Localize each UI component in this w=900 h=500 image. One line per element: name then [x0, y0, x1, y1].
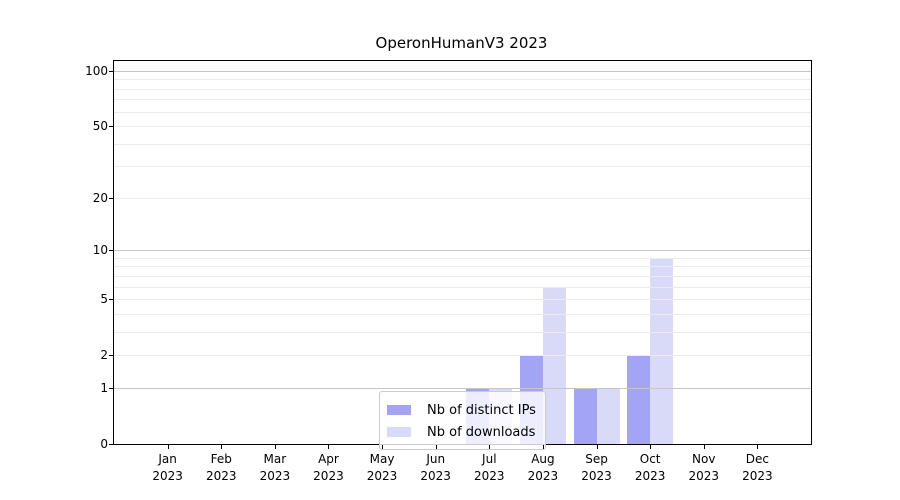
x-tick-label-line: Jan	[158, 452, 177, 466]
x-tick-label-dec-2023: Dec 2023	[727, 451, 787, 485]
x-tick-jun-2023	[435, 445, 437, 449]
y-tick-label-0: 0	[100, 437, 108, 451]
x-tick-may-2023	[382, 445, 384, 449]
gridline-minor-6	[114, 286, 811, 288]
x-tick-label-may-2023: May 2023	[352, 451, 412, 485]
x-tick-label-line: Sep	[585, 452, 608, 466]
x-tick-oct-2023	[650, 445, 652, 449]
x-tick-label-jul-2023: Jul 2023	[459, 451, 519, 485]
x-tick-mar-2023	[274, 445, 276, 449]
y-tick-100	[109, 70, 113, 72]
x-tick-feb-2023	[221, 445, 223, 449]
legend: Nb of distinct IPs Nb of downloads	[379, 391, 546, 450]
y-tick-label-10: 10	[92, 243, 108, 258]
y-tick-label-5: 5	[100, 292, 108, 307]
x-tick-label-line: Mar	[263, 452, 287, 466]
legend-item-nb-of-distinct-ips: Nb of distinct IPs	[387, 399, 537, 421]
x-tick-label-line: 2023	[313, 469, 344, 483]
x-tick-label-line: Dec	[745, 452, 769, 466]
legend-label: Nb of downloads	[427, 424, 536, 440]
legend-label: Nb of distinct IPs	[427, 402, 536, 418]
x-tick-label-nov-2023: Nov 2023	[674, 451, 734, 485]
y-tick-20	[109, 197, 113, 199]
x-tick-label-line: 2023	[420, 469, 451, 483]
gridline-minor-80	[114, 88, 811, 90]
x-tick-label-line: 2023	[366, 469, 398, 483]
gridline-major-100	[114, 70, 811, 72]
y-tick-label-50: 50	[92, 119, 108, 134]
x-tick-label-line: 2023	[688, 469, 720, 483]
x-tick-apr-2023	[328, 445, 330, 449]
bar-nb-of-downloads-sep-2023	[596, 387, 620, 444]
y-tick-0	[109, 444, 113, 445]
y-tick-label-20: 20	[92, 190, 108, 205]
y-tick-label-100: 100	[85, 63, 108, 78]
gridline-minor-2	[114, 355, 811, 357]
gridline-minor-40	[114, 143, 811, 145]
gridline-minor-20	[114, 197, 811, 199]
x-tick-label-line: 2023	[742, 469, 773, 483]
gridline-minor-60	[114, 111, 811, 113]
bar-nb-of-downloads-oct-2023	[650, 257, 674, 444]
x-tick-label-line: 2023	[152, 469, 183, 483]
y-tick-50	[109, 126, 113, 128]
chart-title: OperonHumanV3 2023	[375, 34, 548, 52]
gridline-minor-5	[114, 299, 811, 301]
x-tick-label-aug-2023: Aug 2023	[513, 451, 573, 485]
y-tick-5	[109, 299, 113, 301]
x-tick-aug-2023	[542, 445, 544, 449]
x-tick-label-line: 2023	[474, 469, 505, 483]
x-tick-label-line: Oct	[639, 452, 661, 466]
x-tick-label-line: 2023	[205, 469, 237, 483]
x-tick-label-line: Aug	[531, 452, 555, 466]
x-tick-label-feb-2023: Feb 2023	[191, 451, 251, 485]
x-tick-label-jan-2023: Jan 2023	[138, 451, 198, 485]
bar-nb-of-distinct-ips-sep-2023	[573, 387, 597, 444]
x-tick-label-line: 2023	[634, 469, 666, 483]
x-tick-label-line: Jun	[426, 452, 446, 466]
legend-swatch-nb-of-downloads	[387, 427, 411, 437]
gridline-minor-3	[114, 331, 811, 333]
gridline-major-1	[114, 387, 811, 389]
gridline-minor-30	[114, 166, 811, 168]
x-tick-label-line: Nov	[692, 452, 716, 466]
x-tick-label-line: 2023	[259, 469, 291, 483]
x-tick-label-mar-2023: Mar 2023	[245, 451, 305, 485]
x-tick-jul-2023	[489, 445, 491, 449]
x-tick-nov-2023	[703, 445, 705, 449]
gridline-minor-8	[114, 266, 811, 268]
y-tick-label-2: 2	[100, 348, 108, 363]
x-tick-label-line: Feb	[210, 452, 232, 466]
y-tick-label-1: 1	[100, 380, 108, 395]
x-tick-dec-2023	[757, 445, 759, 449]
x-tick-label-line: Jul	[482, 452, 497, 466]
gridline-minor-7	[114, 275, 811, 277]
x-tick-label-sep-2023: Sep 2023	[567, 451, 627, 485]
x-tick-label-oct-2023: Oct 2023	[620, 451, 680, 485]
x-tick-jan-2023	[167, 445, 169, 449]
plot-area: Nb of distinct IPs Nb of downloads 0 1 2 5 10…	[85, 60, 812, 483]
x-tick-label-line: May	[369, 452, 395, 466]
y-tick-1	[109, 387, 113, 389]
bar-nb-of-distinct-ips-oct-2023	[627, 355, 651, 444]
x-tick-label-line: 2023	[581, 469, 612, 483]
gridline-minor-70	[114, 99, 811, 101]
x-tick-sep-2023	[596, 445, 598, 449]
x-tick-label-line: 2023	[527, 469, 559, 483]
x-tick-label-apr-2023: Apr 2023	[298, 451, 358, 485]
bar-nb-of-downloads-aug-2023	[542, 286, 566, 444]
gridline-minor-90	[114, 79, 811, 81]
y-tick-2	[109, 355, 113, 357]
legend-item-nb-of-downloads: Nb of downloads	[387, 421, 537, 443]
legend-swatch-nb-of-distinct-ips	[387, 405, 411, 415]
x-tick-label-line: Apr	[318, 452, 339, 466]
gridline-minor-4	[114, 313, 811, 315]
gridline-major-10	[114, 250, 811, 252]
gridline-minor-50	[114, 126, 811, 128]
y-tick-10	[109, 250, 113, 252]
gridline-minor-9	[114, 257, 811, 259]
x-tick-label-jun-2023: Jun 2023	[406, 451, 466, 485]
